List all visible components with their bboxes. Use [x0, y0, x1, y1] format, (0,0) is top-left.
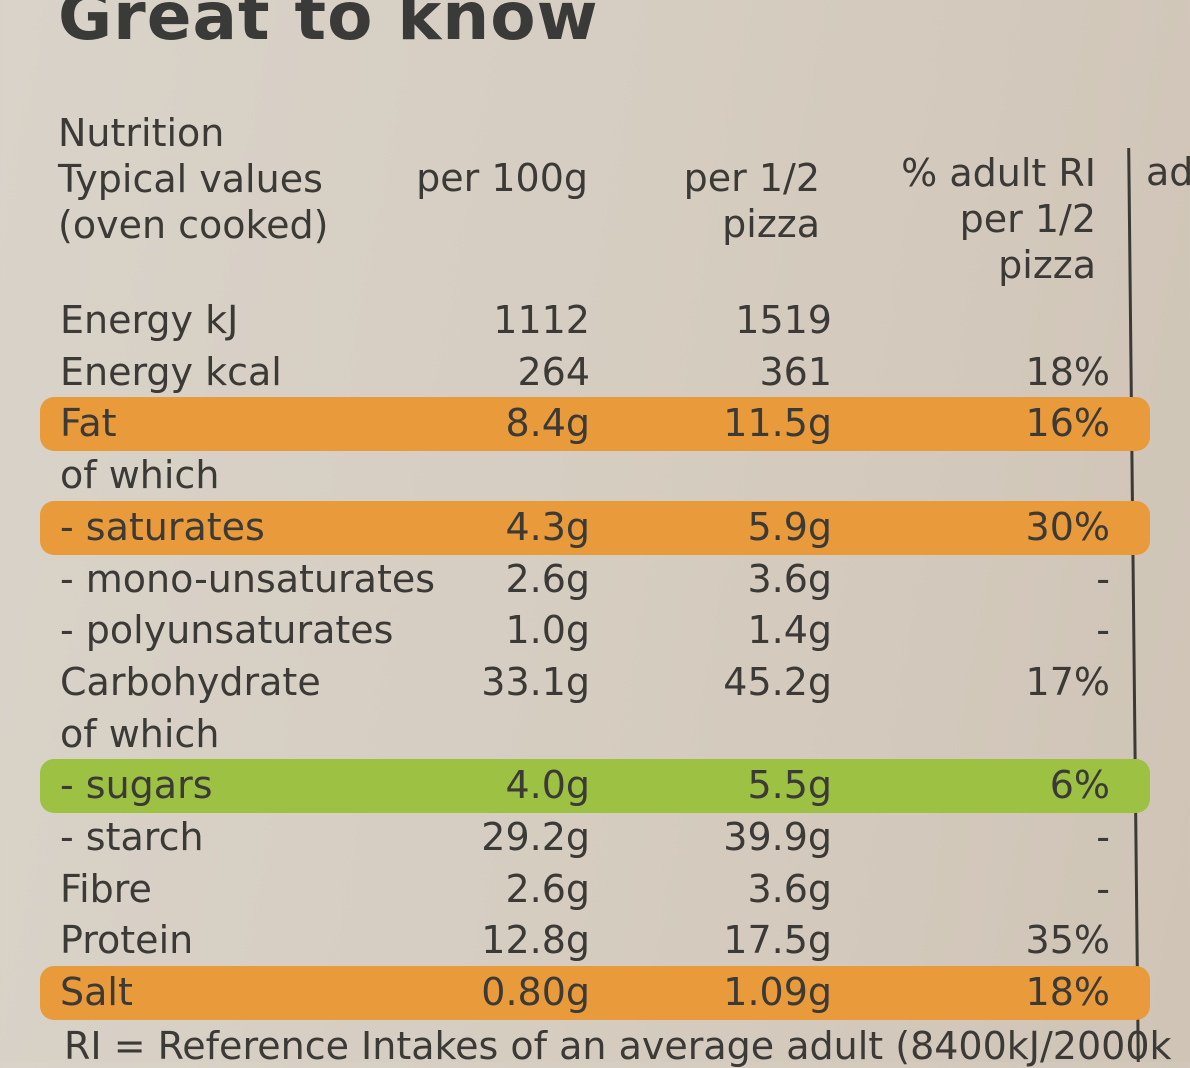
table-row: Salt 0.80g 1.09g 18% — [0, 964, 1190, 1021]
nutrient-label: Protein — [60, 918, 194, 963]
table-row: Energy kcal 264 361 18% — [0, 344, 1190, 396]
value-per-100g: 4.0g — [505, 763, 590, 808]
value-per-100g: 1.0g — [505, 608, 590, 653]
value-per-100g: 33.1g — [481, 659, 590, 704]
header-ri-line1: % adult RI — [901, 151, 1096, 195]
header-ri-line3: pizza — [998, 243, 1096, 287]
header-oven-cooked: (oven cooked) — [58, 203, 329, 247]
orange-highlight-band — [40, 966, 1150, 1021]
value-per-100g: 0.80g — [481, 970, 590, 1015]
header-percent-ri: % adult RI per 1/2 pizza — [860, 150, 1096, 288]
value-percent-ri: 35% — [1025, 918, 1110, 963]
value-percent-ri: 30% — [1025, 504, 1110, 549]
value-percent-ri: 18% — [1025, 970, 1110, 1015]
table-row: Fat 8.4g 11.5g 16% — [0, 395, 1190, 452]
table-row: Energy kJ 1112 1519 — [0, 292, 1190, 344]
orange-highlight-band — [40, 397, 1150, 452]
value-per-half-pizza: 1519 — [735, 298, 832, 342]
value-per-half-pizza: 5.5g — [747, 763, 832, 808]
value-percent-ri: - — [1096, 866, 1110, 911]
value-percent-ri: 17% — [1025, 659, 1110, 704]
nutrient-label: of which — [60, 711, 220, 756]
value-percent-ri: - — [1096, 608, 1110, 653]
nutrient-label: Energy kcal — [60, 349, 282, 394]
orange-highlight-band — [40, 500, 1150, 555]
table-row: - sugars 4.0g 5.5g 6% — [0, 757, 1190, 814]
value-per-half-pizza: 11.5g — [723, 401, 832, 446]
value-per-100g: 2.6g — [505, 556, 590, 601]
cut-off-text: ad — [1146, 150, 1190, 194]
value-per-half-pizza: 3.6g — [747, 866, 832, 911]
nutrient-label: Energy kJ — [60, 298, 239, 342]
table-row: Carbohydrate 33.1g 45.2g 17% — [0, 654, 1190, 706]
value-per-100g: 8.4g — [505, 401, 590, 446]
table-row: Fibre 2.6g 3.6g - — [0, 861, 1190, 913]
header-per-100g: per 100g — [416, 156, 588, 200]
header-typical-values: Typical values — [58, 157, 323, 201]
value-per-half-pizza: 17.5g — [723, 918, 832, 963]
value-per-half-pizza: 361 — [759, 349, 832, 394]
nutrient-label: Fibre — [60, 866, 152, 911]
nutrient-label: Fat — [60, 401, 117, 446]
nutrient-label: - starch — [60, 815, 204, 859]
footnote: RI = Reference Intakes of an average adu… — [64, 1024, 1172, 1068]
nutrient-label: of which — [60, 453, 220, 498]
section-title: Great to know — [58, 0, 599, 55]
value-per-half-pizza: 1.4g — [747, 608, 832, 653]
header-ri-line2: per 1/2 — [959, 197, 1096, 241]
nutrient-label: - sugars — [60, 763, 213, 808]
value-per-100g: 12.8g — [481, 918, 590, 963]
value-per-half-pizza: 5.9g — [747, 504, 832, 549]
header-nutrition: Nutrition — [58, 111, 225, 155]
table-row: Protein 12.8g 17.5g 35% — [0, 912, 1190, 964]
nutrient-label: Carbohydrate — [60, 659, 321, 704]
nutrient-label: - saturates — [60, 504, 265, 549]
value-per-half-pizza: 39.9g — [723, 815, 832, 859]
nutrient-label: - mono-unsaturates — [60, 556, 436, 601]
value-per-100g: 2.6g — [505, 866, 590, 911]
value-percent-ri: - — [1096, 556, 1110, 601]
value-per-100g: 1112 — [493, 298, 590, 342]
value-percent-ri: 18% — [1025, 349, 1110, 394]
header-per-half-line1: per 1/2 — [683, 156, 820, 200]
value-percent-ri: - — [1096, 815, 1110, 859]
value-per-100g: 29.2g — [481, 815, 590, 859]
value-per-100g: 4.3g — [505, 504, 590, 549]
table-row: - polyunsaturates 1.0g 1.4g - — [0, 602, 1190, 654]
table-row: of which — [0, 706, 1190, 758]
table-row: - saturates 4.3g 5.9g 30% — [0, 499, 1190, 555]
green-highlight-band — [40, 759, 1150, 814]
value-per-half-pizza: 1.09g — [723, 970, 832, 1015]
header-per-half-pizza: per 1/2 pizza — [640, 155, 820, 247]
nutrient-label: - polyunsaturates — [60, 608, 394, 653]
table-row: - mono-unsaturates 2.6g 3.6g - — [0, 551, 1190, 603]
table-row: - starch 29.2g 39.9g - — [0, 809, 1190, 861]
value-per-half-pizza: 45.2g — [723, 659, 832, 704]
value-per-half-pizza: 3.6g — [747, 556, 832, 601]
nutrient-label: Salt — [60, 970, 133, 1015]
value-percent-ri: 6% — [1049, 763, 1110, 808]
header-per-half-line2: pizza — [722, 202, 820, 246]
value-per-100g: 264 — [517, 349, 590, 394]
table-row: of which — [0, 447, 1190, 499]
value-percent-ri: 16% — [1025, 401, 1110, 446]
header-label: Nutrition Typical values (oven cooked) — [58, 110, 328, 248]
